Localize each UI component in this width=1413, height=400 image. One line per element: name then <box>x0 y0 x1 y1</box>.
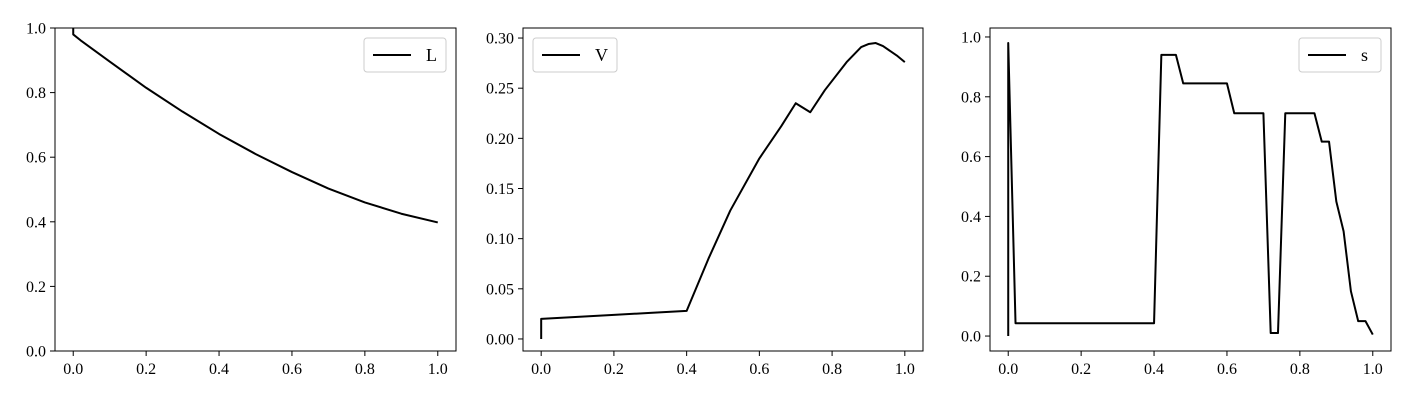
x-tick-label: 0.2 <box>136 361 156 378</box>
chart-panel-2: 0.0 0.2 0.4 0.6 0.8 1.0 0.00 0.05 0.10 0.15 0.20 0.… <box>486 27 924 378</box>
y-tick-label: 0.05 <box>486 281 514 298</box>
legend-label-s: s <box>1361 45 1368 65</box>
chart-panel-3: 0.0 0.2 0.4 0.6 0.8 1.0 0.0 0.2 0.4 0.6 0.8 1.0 s <box>961 27 1392 378</box>
y-tick-label: 0.6 <box>961 149 981 166</box>
x-tick-label: 0.0 <box>63 361 83 378</box>
y-tick-label: 0.8 <box>961 89 981 106</box>
x-tick-label: 0.6 <box>749 361 769 378</box>
x-tick-label: 1.0 <box>428 361 448 378</box>
chart-panel-1: 0.0 0.2 0.4 0.6 0.8 1.0 0.0 0.2 0.4 0.6 0.8 1.0 L <box>26 21 457 378</box>
axes-frame <box>989 27 1392 352</box>
y-tick-label: 0.30 <box>486 31 514 48</box>
x-tick-label: 0.4 <box>677 361 697 378</box>
x-tick-label: 0.2 <box>1071 361 1091 378</box>
y-tick-label: 1.0 <box>26 21 46 38</box>
x-tick-label: 0.4 <box>209 361 229 378</box>
legend-label-V: V <box>595 45 608 65</box>
y-tick-label: 0.4 <box>961 209 981 226</box>
series-line-V <box>540 42 906 339</box>
series-line-s <box>1007 41 1374 337</box>
y-tick-label: 1.0 <box>961 29 981 46</box>
x-tick-label: 0.8 <box>1290 361 1310 378</box>
series-line-L <box>72 28 439 224</box>
y-tick-label: 0.2 <box>26 279 46 296</box>
x-tick-label: 0.2 <box>604 361 624 378</box>
axes-frame <box>522 27 924 352</box>
x-tick-label: 0.8 <box>355 361 375 378</box>
x-tick-label: 0.0 <box>998 361 1018 378</box>
x-tick-label: 1.0 <box>1363 361 1383 378</box>
y-tick-label: 0.0 <box>26 344 46 361</box>
legend-label-L: L <box>426 45 437 65</box>
x-tick-label: 0.6 <box>1217 361 1237 378</box>
y-tick-label: 0.2 <box>961 269 981 286</box>
x-tick-label: 0.6 <box>282 361 302 378</box>
y-tick-label: 0.6 <box>26 150 46 167</box>
legend: L <box>363 37 447 73</box>
y-tick-label: 0.4 <box>26 214 46 231</box>
y-tick-label: 0.15 <box>486 181 514 198</box>
legend: V <box>532 37 618 73</box>
y-tick-label: 0.10 <box>486 231 514 248</box>
x-tick-label: 1.0 <box>895 361 915 378</box>
axes-frame <box>54 27 457 352</box>
y-tick-label: 0.25 <box>486 81 514 98</box>
y-tick-label: 0.8 <box>26 85 46 102</box>
y-tick-label: 0.20 <box>486 131 514 148</box>
y-tick-label: 0.0 <box>961 329 981 346</box>
y-tick-label: 0.00 <box>486 331 514 348</box>
legend: s <box>1298 37 1382 73</box>
x-tick-label: 0.0 <box>531 361 551 378</box>
x-tick-label: 0.8 <box>822 361 842 378</box>
x-tick-label: 0.4 <box>1144 361 1164 378</box>
